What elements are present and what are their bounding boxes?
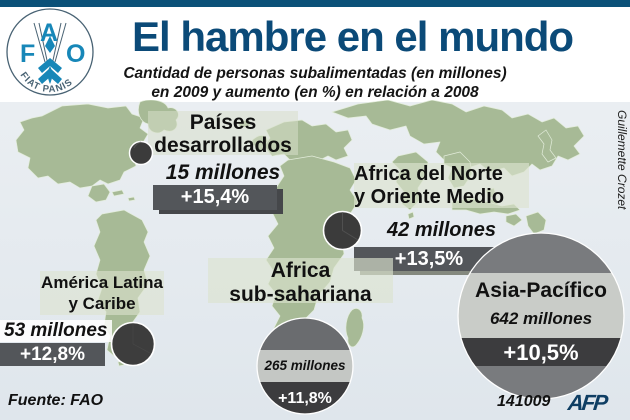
- svg-text:A: A: [40, 19, 58, 47]
